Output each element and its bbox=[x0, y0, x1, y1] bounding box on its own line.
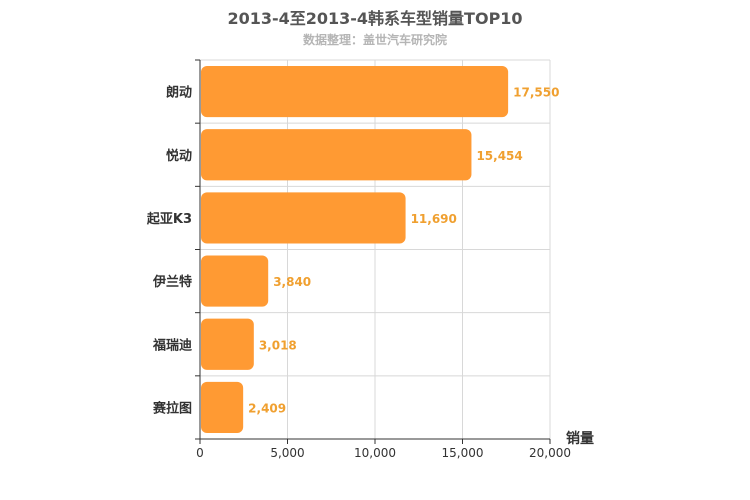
data-label-4: 3,018 bbox=[259, 338, 297, 352]
data-label-0: 17,550 bbox=[513, 86, 559, 100]
bar-4 bbox=[201, 318, 254, 370]
category-label-4: 福瑞迪 bbox=[152, 337, 192, 353]
bar-5 bbox=[201, 381, 244, 433]
x-tick-label-2: 10,000 bbox=[354, 446, 396, 460]
grid-lines bbox=[199, 59, 551, 440]
category-label-5: 赛拉图 bbox=[152, 400, 192, 416]
chart-title: 2013-4至2013-4韩系车型销量TOP10 bbox=[227, 9, 523, 28]
bar-3 bbox=[201, 255, 269, 307]
x-tick-label-0: 0 bbox=[196, 446, 204, 460]
x-axis-label: 销量 bbox=[566, 430, 594, 447]
category-label-2: 起亚K3 bbox=[146, 211, 192, 227]
data-label-2: 11,690 bbox=[411, 212, 457, 226]
category-label-0: 朗动 bbox=[166, 85, 192, 101]
chart-subtitle: 数据整理：盖世汽车研究院 bbox=[302, 33, 447, 47]
bar-1 bbox=[201, 129, 472, 181]
x-tick-label-3: 15,000 bbox=[442, 446, 484, 460]
data-label-1: 15,454 bbox=[476, 149, 522, 163]
x-tick-label-4: 20,000 bbox=[529, 446, 571, 460]
bars: 朗动 17,550 悦动 15,454 起亚K3 11,690 伊兰特 3,840 福瑞迪 3,0… bbox=[146, 66, 559, 433]
data-label-3: 3,840 bbox=[273, 275, 311, 289]
bar-2 bbox=[201, 192, 406, 244]
category-label-1: 悦动 bbox=[166, 148, 192, 164]
bar-0 bbox=[201, 66, 509, 118]
data-label-5: 2,409 bbox=[248, 401, 286, 415]
category-label-3: 伊兰特 bbox=[152, 274, 192, 290]
axes: 0 5,000 10,000 15,000 20,000 bbox=[195, 59, 571, 460]
x-tick-label-1: 5,000 bbox=[270, 446, 304, 460]
